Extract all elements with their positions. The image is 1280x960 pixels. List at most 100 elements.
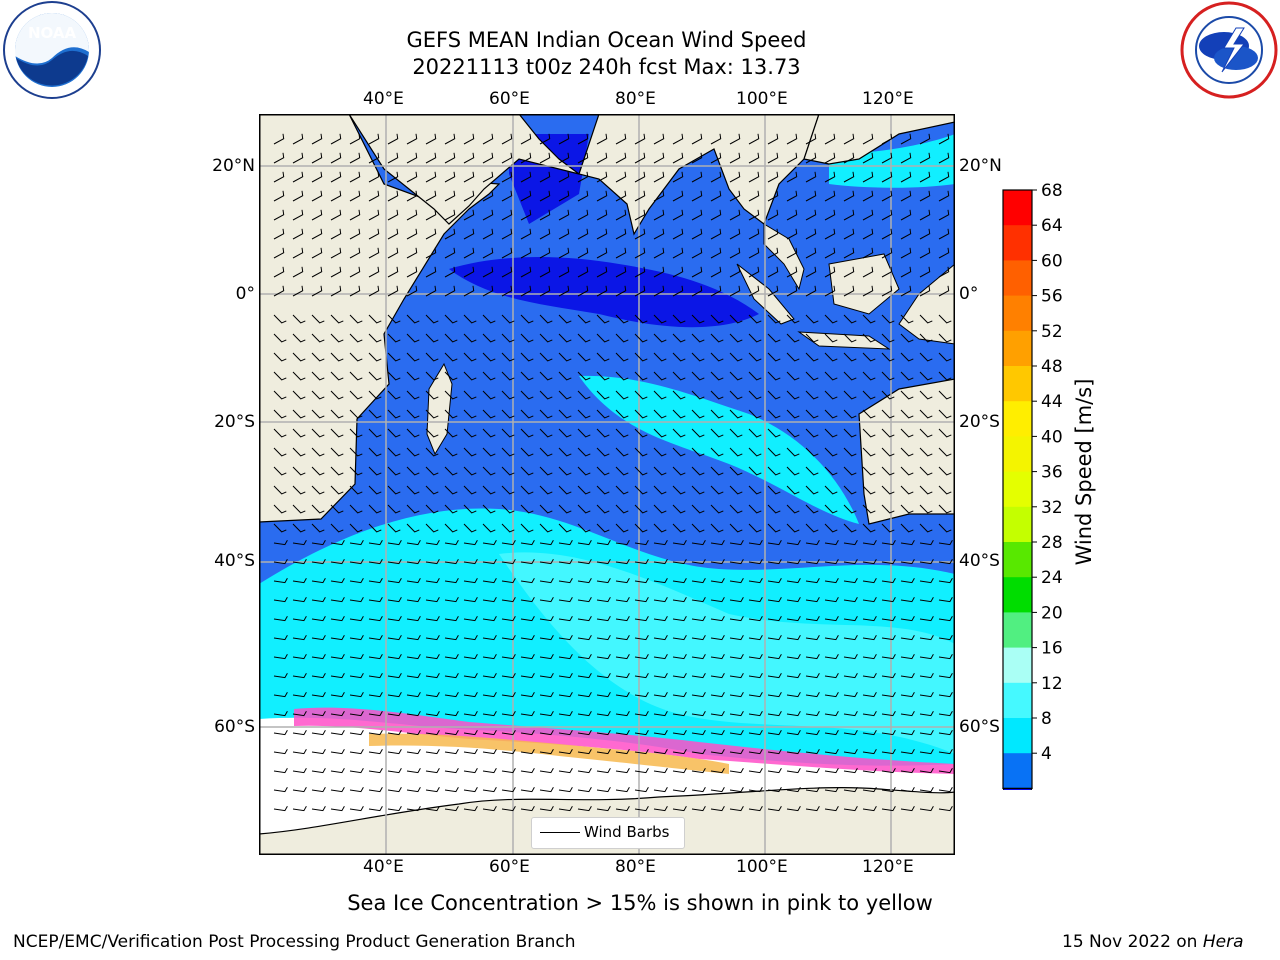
wind-barb (596, 133, 608, 145)
wind-barb (672, 749, 687, 755)
wind-barb (368, 768, 383, 774)
wind-barb (330, 371, 344, 381)
wind-barb (539, 806, 554, 812)
wind-barb (368, 692, 383, 698)
wind-barb (843, 523, 857, 533)
wind-barb (691, 654, 706, 660)
wind-barb (558, 787, 573, 793)
wind-barb (881, 711, 896, 717)
wind-barb (406, 540, 421, 546)
wind-barb (824, 749, 839, 755)
wind-barb (824, 730, 839, 736)
wind-barb (273, 133, 285, 145)
wind-barb (349, 787, 364, 793)
wind-barb (558, 228, 570, 240)
wind-barb (311, 409, 325, 419)
wind-barb (330, 190, 342, 202)
wind-barb (672, 285, 684, 297)
wind-barb (672, 466, 686, 476)
wind-barb (843, 390, 857, 400)
wind-barb (615, 228, 627, 240)
wind-barb (387, 578, 402, 584)
wind-barb (938, 466, 952, 476)
wind-barb (292, 190, 304, 202)
wind-barb (843, 247, 855, 259)
wind-barb (501, 171, 513, 183)
wind-barb (349, 485, 363, 495)
wind-barb (615, 247, 627, 259)
wind-barb (843, 504, 857, 514)
wind-barb (539, 673, 554, 679)
wind-barb (748, 133, 760, 145)
wind-barb (653, 635, 668, 641)
wind-barb (558, 485, 572, 495)
wind-barb (273, 749, 288, 755)
wind-barb (691, 597, 706, 603)
wind-barb (387, 749, 402, 755)
wind-barb (900, 428, 914, 438)
wind-barb (558, 428, 572, 438)
wind-barb (273, 578, 288, 584)
wind-barb (311, 152, 323, 164)
wind-barb (596, 409, 610, 419)
land-arabia (347, 113, 580, 225)
wind-barb (273, 390, 287, 400)
wind-barb (577, 578, 592, 584)
colorbar-segment (1003, 612, 1032, 649)
wind-barb (634, 447, 648, 457)
wind-barb (748, 371, 762, 381)
wind-barb (273, 228, 285, 240)
wind-barb (425, 447, 439, 457)
wind-barb (596, 152, 608, 164)
wind-barb (311, 314, 325, 324)
wind-barb (615, 578, 630, 584)
wind-barb (444, 635, 459, 641)
wind-barb (786, 152, 798, 164)
wind-barb (919, 559, 934, 565)
wind-barb (919, 806, 934, 812)
wind-barb (577, 523, 591, 533)
wind-barb (881, 371, 895, 381)
wind-barb (368, 523, 382, 533)
wind-barb (577, 390, 591, 400)
wind-barb (691, 390, 705, 400)
wind-barb (938, 428, 952, 438)
wind-barb (387, 597, 402, 603)
lon-label-bottom-120e: 120°E (862, 857, 914, 877)
wind-barb (482, 266, 494, 278)
wind-barb (767, 485, 781, 495)
wind-barb (767, 597, 782, 603)
wind-barb (672, 171, 684, 183)
wind-barb (349, 559, 364, 565)
wind-barb (691, 428, 705, 438)
wind-barb (311, 333, 325, 343)
wind-barb (767, 371, 781, 381)
nws-logo (1178, 0, 1280, 100)
wind-barb (463, 749, 478, 755)
lon-label-bottom-100e: 100°E (736, 857, 788, 877)
wind-barb (805, 749, 820, 755)
wind-barb (501, 466, 515, 476)
wind-barb (634, 285, 646, 297)
wind-barb (862, 352, 876, 362)
wind-barb (634, 597, 649, 603)
wind-barb (634, 371, 648, 381)
wind-barb (729, 616, 744, 622)
wind-barb (900, 409, 914, 419)
wind-barb (824, 692, 839, 698)
wind-barb (653, 466, 667, 476)
wind-barb (672, 371, 686, 381)
wind-barb (748, 692, 763, 698)
wind-barb (862, 768, 877, 774)
wind-barb (463, 209, 475, 221)
wind-barb (653, 559, 668, 565)
wind-barb (938, 390, 952, 400)
wind-barb (387, 190, 399, 202)
wind-barb (805, 314, 819, 324)
wind-barb (881, 485, 895, 495)
wind-barb (653, 578, 668, 584)
wind-barb (919, 692, 934, 698)
wind-barb (577, 247, 589, 259)
wind-barb (805, 635, 820, 641)
wind-barb (672, 266, 684, 278)
